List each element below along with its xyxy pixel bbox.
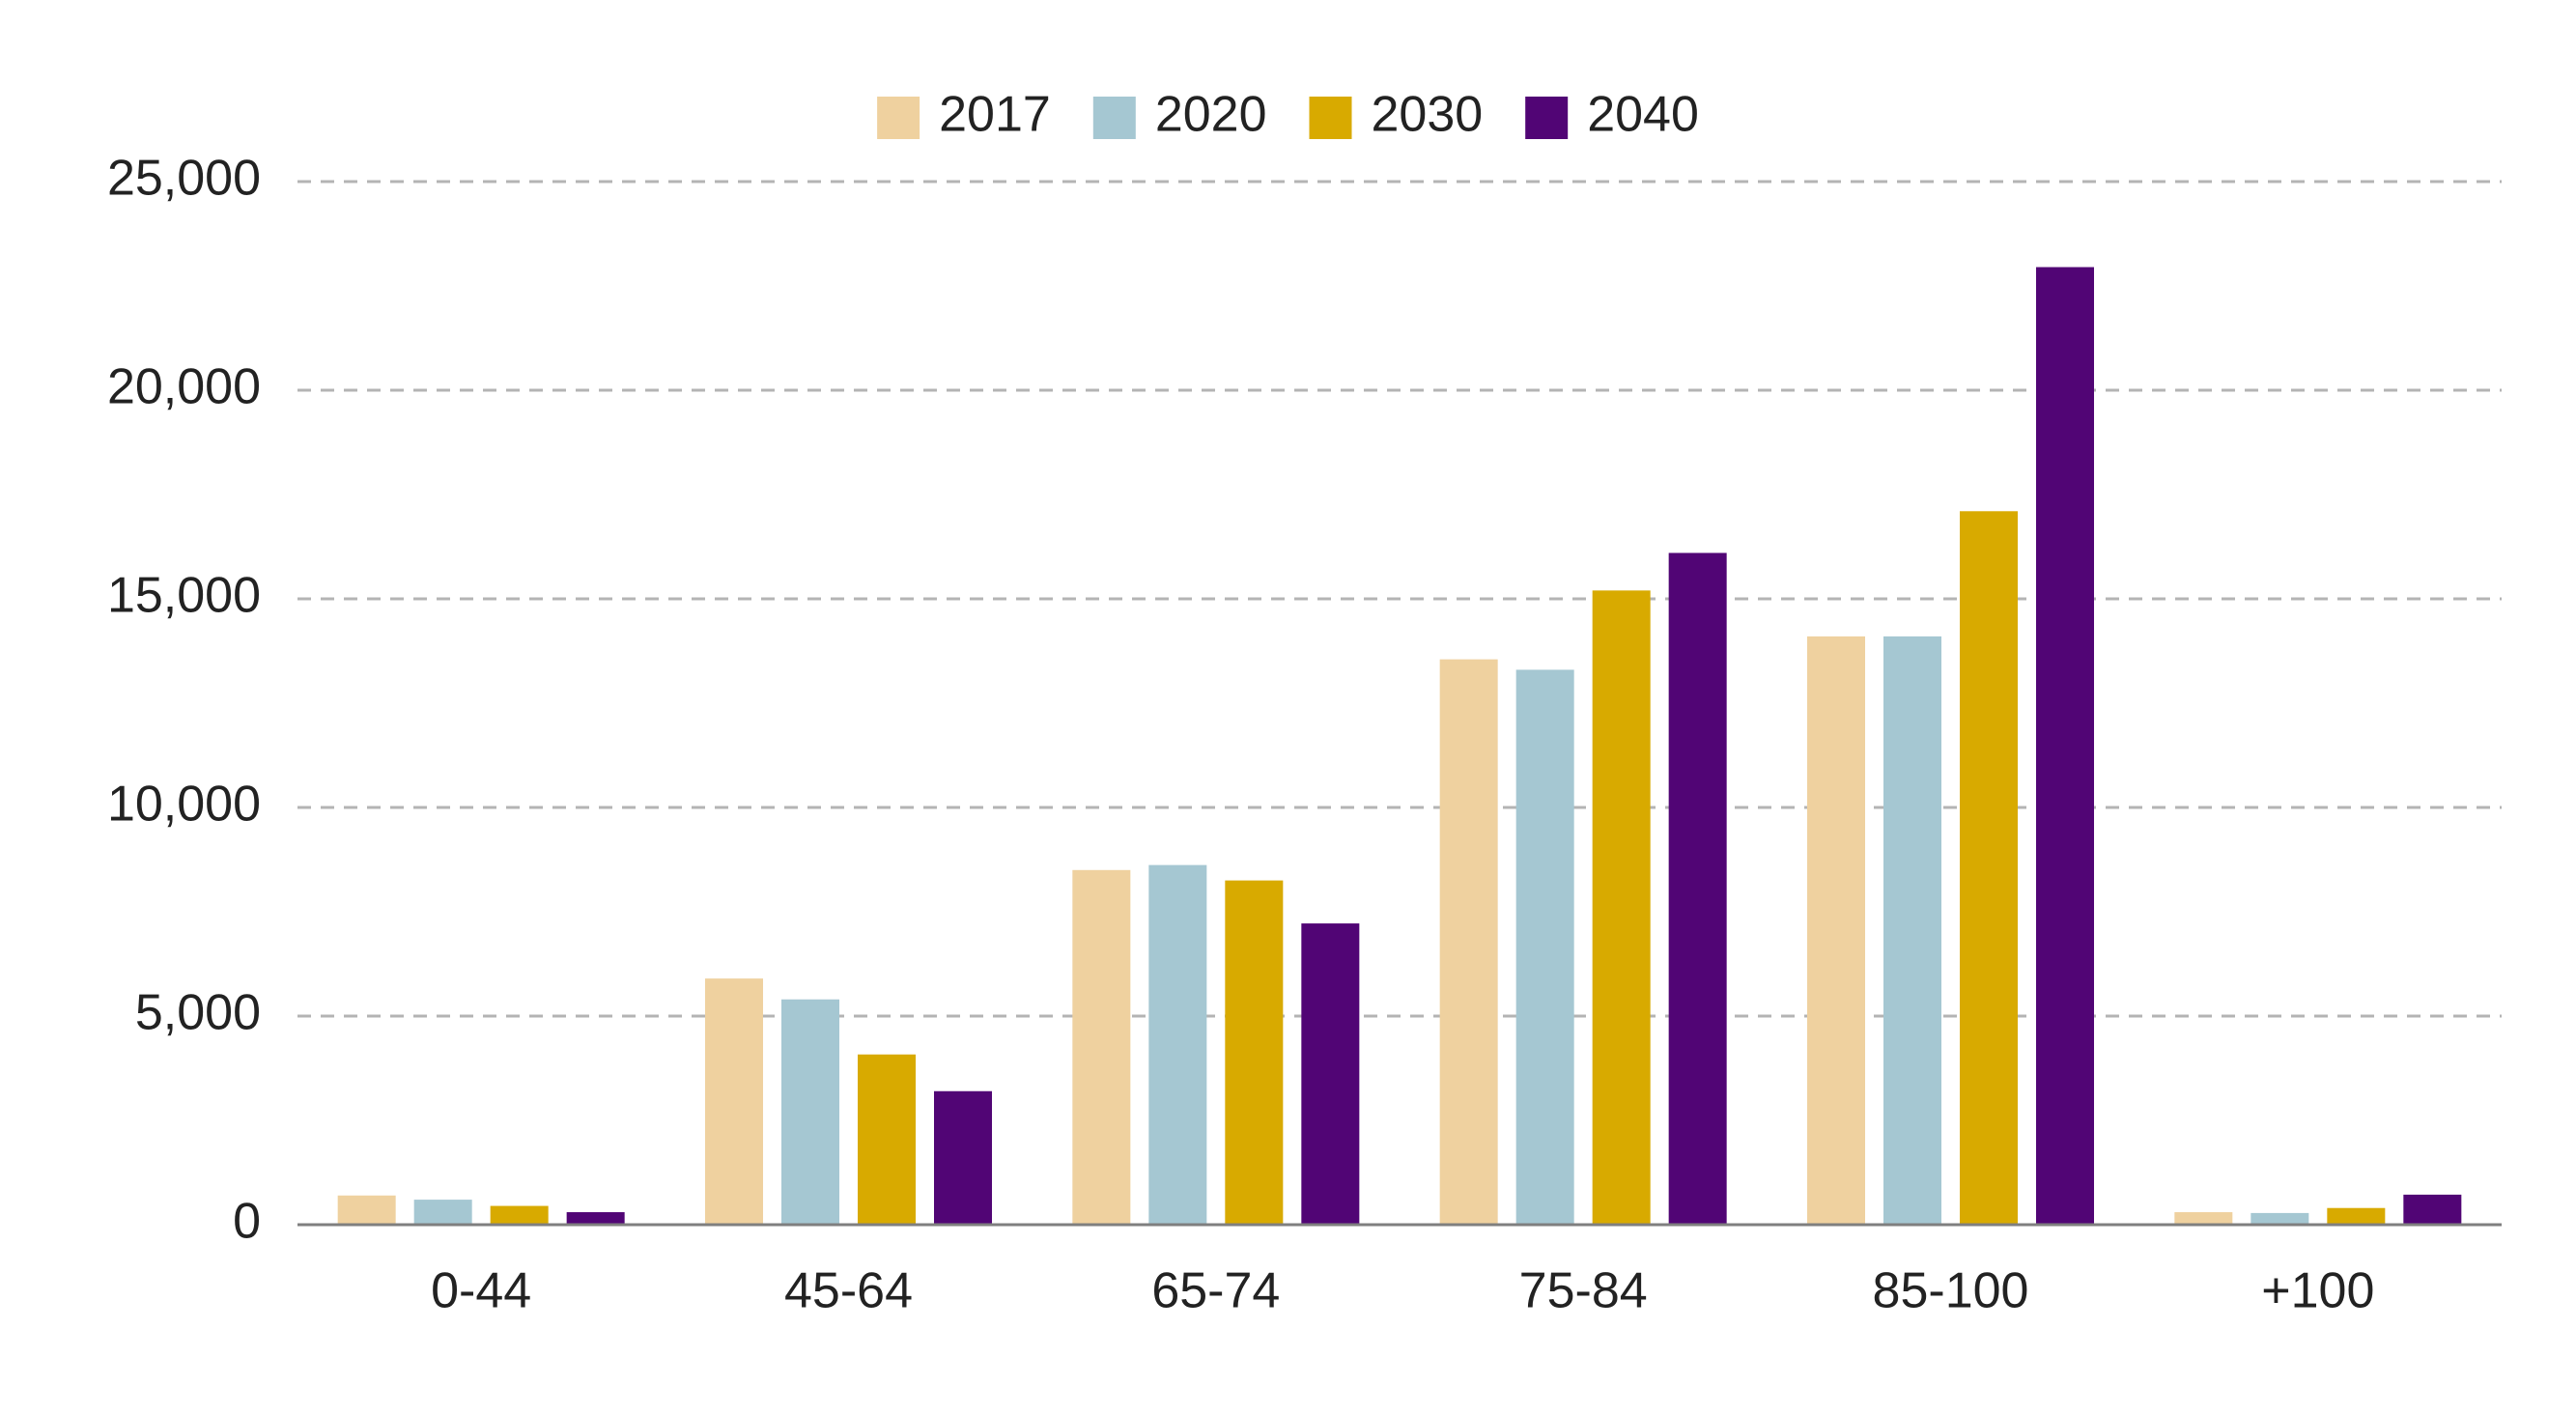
y-tick-label: 25,000 xyxy=(107,151,261,207)
bar-2040-65-74 xyxy=(1301,923,1360,1225)
bar-2020-85-100 xyxy=(1883,636,1941,1225)
legend-swatch xyxy=(877,97,920,139)
bar-2020-0-44 xyxy=(413,1200,472,1225)
bar-2040-+100 xyxy=(2403,1194,2462,1225)
bar-2017-45-64 xyxy=(705,978,763,1225)
gridlines xyxy=(297,180,2502,1018)
bar-2020-45-64 xyxy=(781,999,839,1225)
bars xyxy=(337,267,2462,1225)
legend-swatch xyxy=(1525,97,1569,139)
bar-2040-45-64 xyxy=(934,1090,992,1225)
bar-2030-0-44 xyxy=(490,1205,549,1225)
legend-label: 2030 xyxy=(1372,87,1484,143)
bar-2040-75-84 xyxy=(1668,552,1727,1225)
x-tick-label: 85-100 xyxy=(1873,1263,2029,1319)
legend-label: 2020 xyxy=(1155,87,1267,143)
legend-swatch xyxy=(1309,97,1352,139)
bar-2017-0-44 xyxy=(337,1195,396,1225)
legend-label: 2040 xyxy=(1587,87,1699,143)
bar-2020-75-84 xyxy=(1515,669,1574,1225)
legend-item-2017: 2017 xyxy=(877,87,1051,143)
x-axis-tick-labels: 0-44 45-64 65-74 75-84 85-100 +100 xyxy=(431,1263,2374,1319)
bar-2030-65-74 xyxy=(1225,880,1284,1225)
x-tick-label: 0-44 xyxy=(431,1263,531,1319)
legend-item-2020: 2020 xyxy=(1092,87,1267,143)
legend-item-2040: 2040 xyxy=(1525,87,1699,143)
bar-2040-85-100 xyxy=(2036,267,2094,1225)
y-tick-label: 5,000 xyxy=(135,985,261,1041)
legend: 2017 2020 2030 2040 xyxy=(877,87,1699,143)
legend-label: 2017 xyxy=(939,87,1051,143)
legend-item-2030: 2030 xyxy=(1309,87,1484,143)
bar-2030-75-84 xyxy=(1592,590,1651,1225)
x-tick-label: +100 xyxy=(2261,1263,2374,1319)
y-tick-label: 20,000 xyxy=(107,359,261,415)
x-tick-label: 65-74 xyxy=(1151,1263,1280,1319)
bar-2017-85-100 xyxy=(1807,636,1865,1225)
bar-2030-+100 xyxy=(2327,1207,2386,1225)
x-tick-label: 75-84 xyxy=(1519,1263,1648,1319)
bar-2020-65-74 xyxy=(1148,864,1207,1225)
bar-2040-0-44 xyxy=(566,1212,625,1225)
bar-2020-+100 xyxy=(2250,1212,2309,1225)
bar-2017-65-74 xyxy=(1072,869,1131,1225)
y-tick-label: 0 xyxy=(233,1194,261,1250)
y-tick-label: 15,000 xyxy=(107,568,261,624)
legend-swatch xyxy=(1092,97,1136,139)
bar-2017-75-84 xyxy=(1439,659,1498,1225)
y-axis-tick-labels: 0 5,000 10,000 15,000 20,000 25,000 xyxy=(107,151,261,1250)
x-tick-label: 45-64 xyxy=(784,1263,913,1319)
bar-2030-45-64 xyxy=(858,1054,916,1225)
y-tick-label: 10,000 xyxy=(107,777,261,833)
bar-2017-+100 xyxy=(2174,1212,2233,1225)
bar-2030-85-100 xyxy=(1960,511,2018,1225)
